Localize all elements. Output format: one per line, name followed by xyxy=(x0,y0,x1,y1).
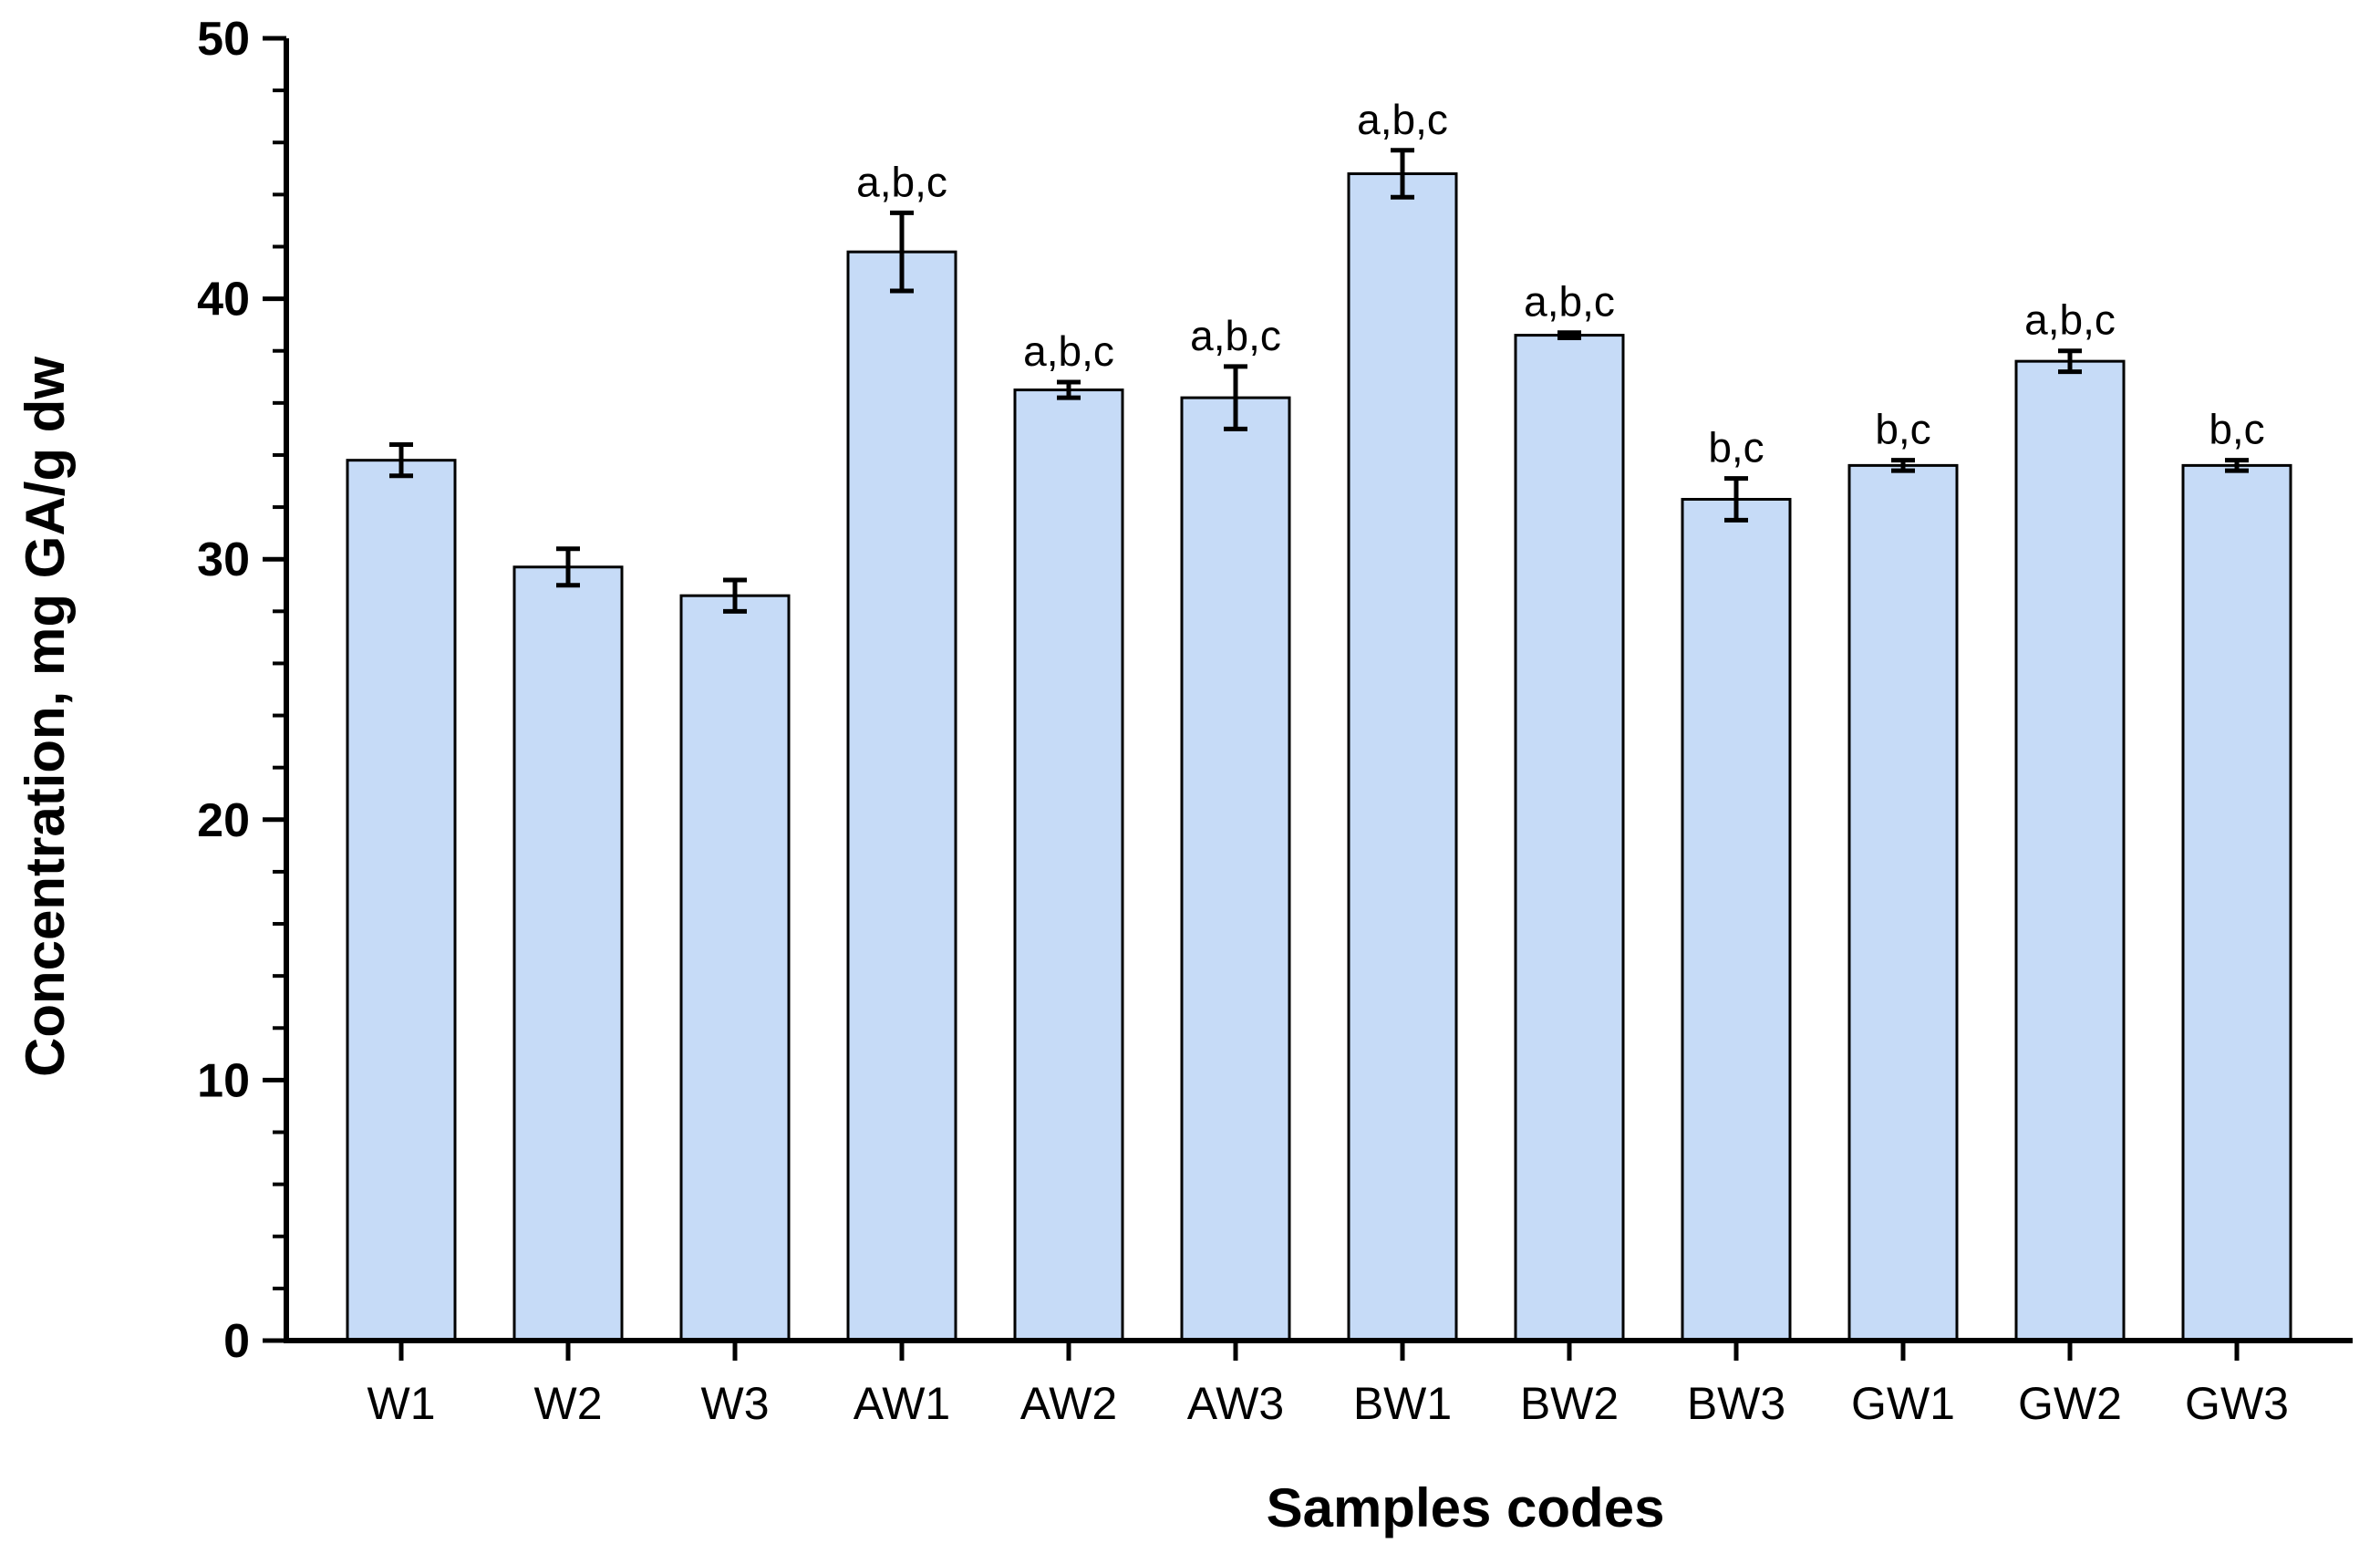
significance-label-aw1: a,b,c xyxy=(856,158,947,205)
error-bar-bw2 xyxy=(1557,330,1581,340)
y-tick-label-40: 40 xyxy=(197,274,250,326)
error-bar-bw1 xyxy=(1391,148,1414,200)
x-tick-label-gw2: GW2 xyxy=(2018,1378,2122,1429)
y-tick-label-50: 50 xyxy=(197,13,250,66)
error-bar-w2 xyxy=(556,546,580,588)
error-bars-layer xyxy=(389,148,2249,614)
x-tick-label-aw3: AW3 xyxy=(1187,1378,1285,1429)
bar-bw2 xyxy=(1514,334,1625,1342)
x-tick-label-gw1: GW1 xyxy=(1851,1378,1955,1429)
x-tick-label-aw1: AW1 xyxy=(854,1378,951,1429)
x-tick-label-w1: W1 xyxy=(367,1378,436,1429)
y-tick-label-10: 10 xyxy=(197,1054,250,1107)
x-tick-label-bw1: BW1 xyxy=(1353,1378,1452,1429)
y-tick-label-0: 0 xyxy=(223,1315,250,1368)
x-tick-label-bw2: BW2 xyxy=(1520,1378,1619,1429)
error-bar-w1 xyxy=(389,442,413,479)
x-ticks-layer: W1 W2 W3 AW1 AW2 AW3 BW1 BW2 BW3 GW1 GW2 GW3 xyxy=(367,1341,2289,1429)
bar-aw3 xyxy=(1180,396,1291,1342)
bar-aw1 xyxy=(846,250,957,1342)
bar-bw3 xyxy=(1681,498,1792,1342)
significance-label-bw3: b,c xyxy=(1708,424,1764,471)
significance-label-aw3: a,b,c xyxy=(1190,312,1281,359)
axes-layer xyxy=(284,38,2353,1343)
y-tick-label-30: 30 xyxy=(197,533,250,586)
significance-label-gw2: a,b,c xyxy=(2024,296,2116,344)
x-tick-label-gw3: GW3 xyxy=(2185,1378,2289,1429)
y-axis-title: Concentration, mg GA/g dw xyxy=(15,357,76,1077)
y-tick-label-20: 20 xyxy=(197,794,250,847)
error-bar-w3 xyxy=(723,577,747,614)
significance-label-bw2: a,b,c xyxy=(1524,278,1615,326)
bar-aw2 xyxy=(1013,388,1124,1342)
x-tick-label-w2: W2 xyxy=(534,1378,603,1429)
significance-label-aw2: a,b,c xyxy=(1023,327,1114,375)
significance-label-bw1: a,b,c xyxy=(1357,96,1448,143)
bar-gw3 xyxy=(2181,463,2292,1342)
significance-label-gw1: b,c xyxy=(1875,406,1930,453)
error-bar-aw2 xyxy=(1057,379,1081,400)
x-tick-label-w3: W3 xyxy=(701,1378,770,1429)
error-bar-aw3 xyxy=(1224,364,1247,431)
bar-w1 xyxy=(346,459,457,1342)
bars-layer xyxy=(346,172,2292,1342)
y-ticks-layer: 0 10 20 30 40 50 xyxy=(197,13,286,1368)
x-tick-label-aw2: AW2 xyxy=(1020,1378,1118,1429)
bar-bw1 xyxy=(1347,172,1458,1342)
bar-w2 xyxy=(512,565,624,1342)
significance-labels-layer: a,b,c a,b,c a,b,c a,b,c a,b,c b,c b,c a,b,c b,c xyxy=(856,96,2265,471)
x-tick-label-bw3: BW3 xyxy=(1687,1378,1785,1429)
error-bar-gw3 xyxy=(2225,458,2249,473)
x-axis-title: Samples codes xyxy=(1267,1477,1665,1538)
error-bar-gw1 xyxy=(1891,458,1915,473)
significance-label-gw3: b,c xyxy=(2209,406,2264,453)
error-bar-aw1 xyxy=(890,210,914,294)
error-bar-bw3 xyxy=(1724,476,1748,523)
bar-gw1 xyxy=(1847,463,1959,1342)
bar-w3 xyxy=(679,594,791,1342)
error-bar-gw2 xyxy=(2058,348,2082,375)
bar-gw2 xyxy=(2014,359,2126,1342)
